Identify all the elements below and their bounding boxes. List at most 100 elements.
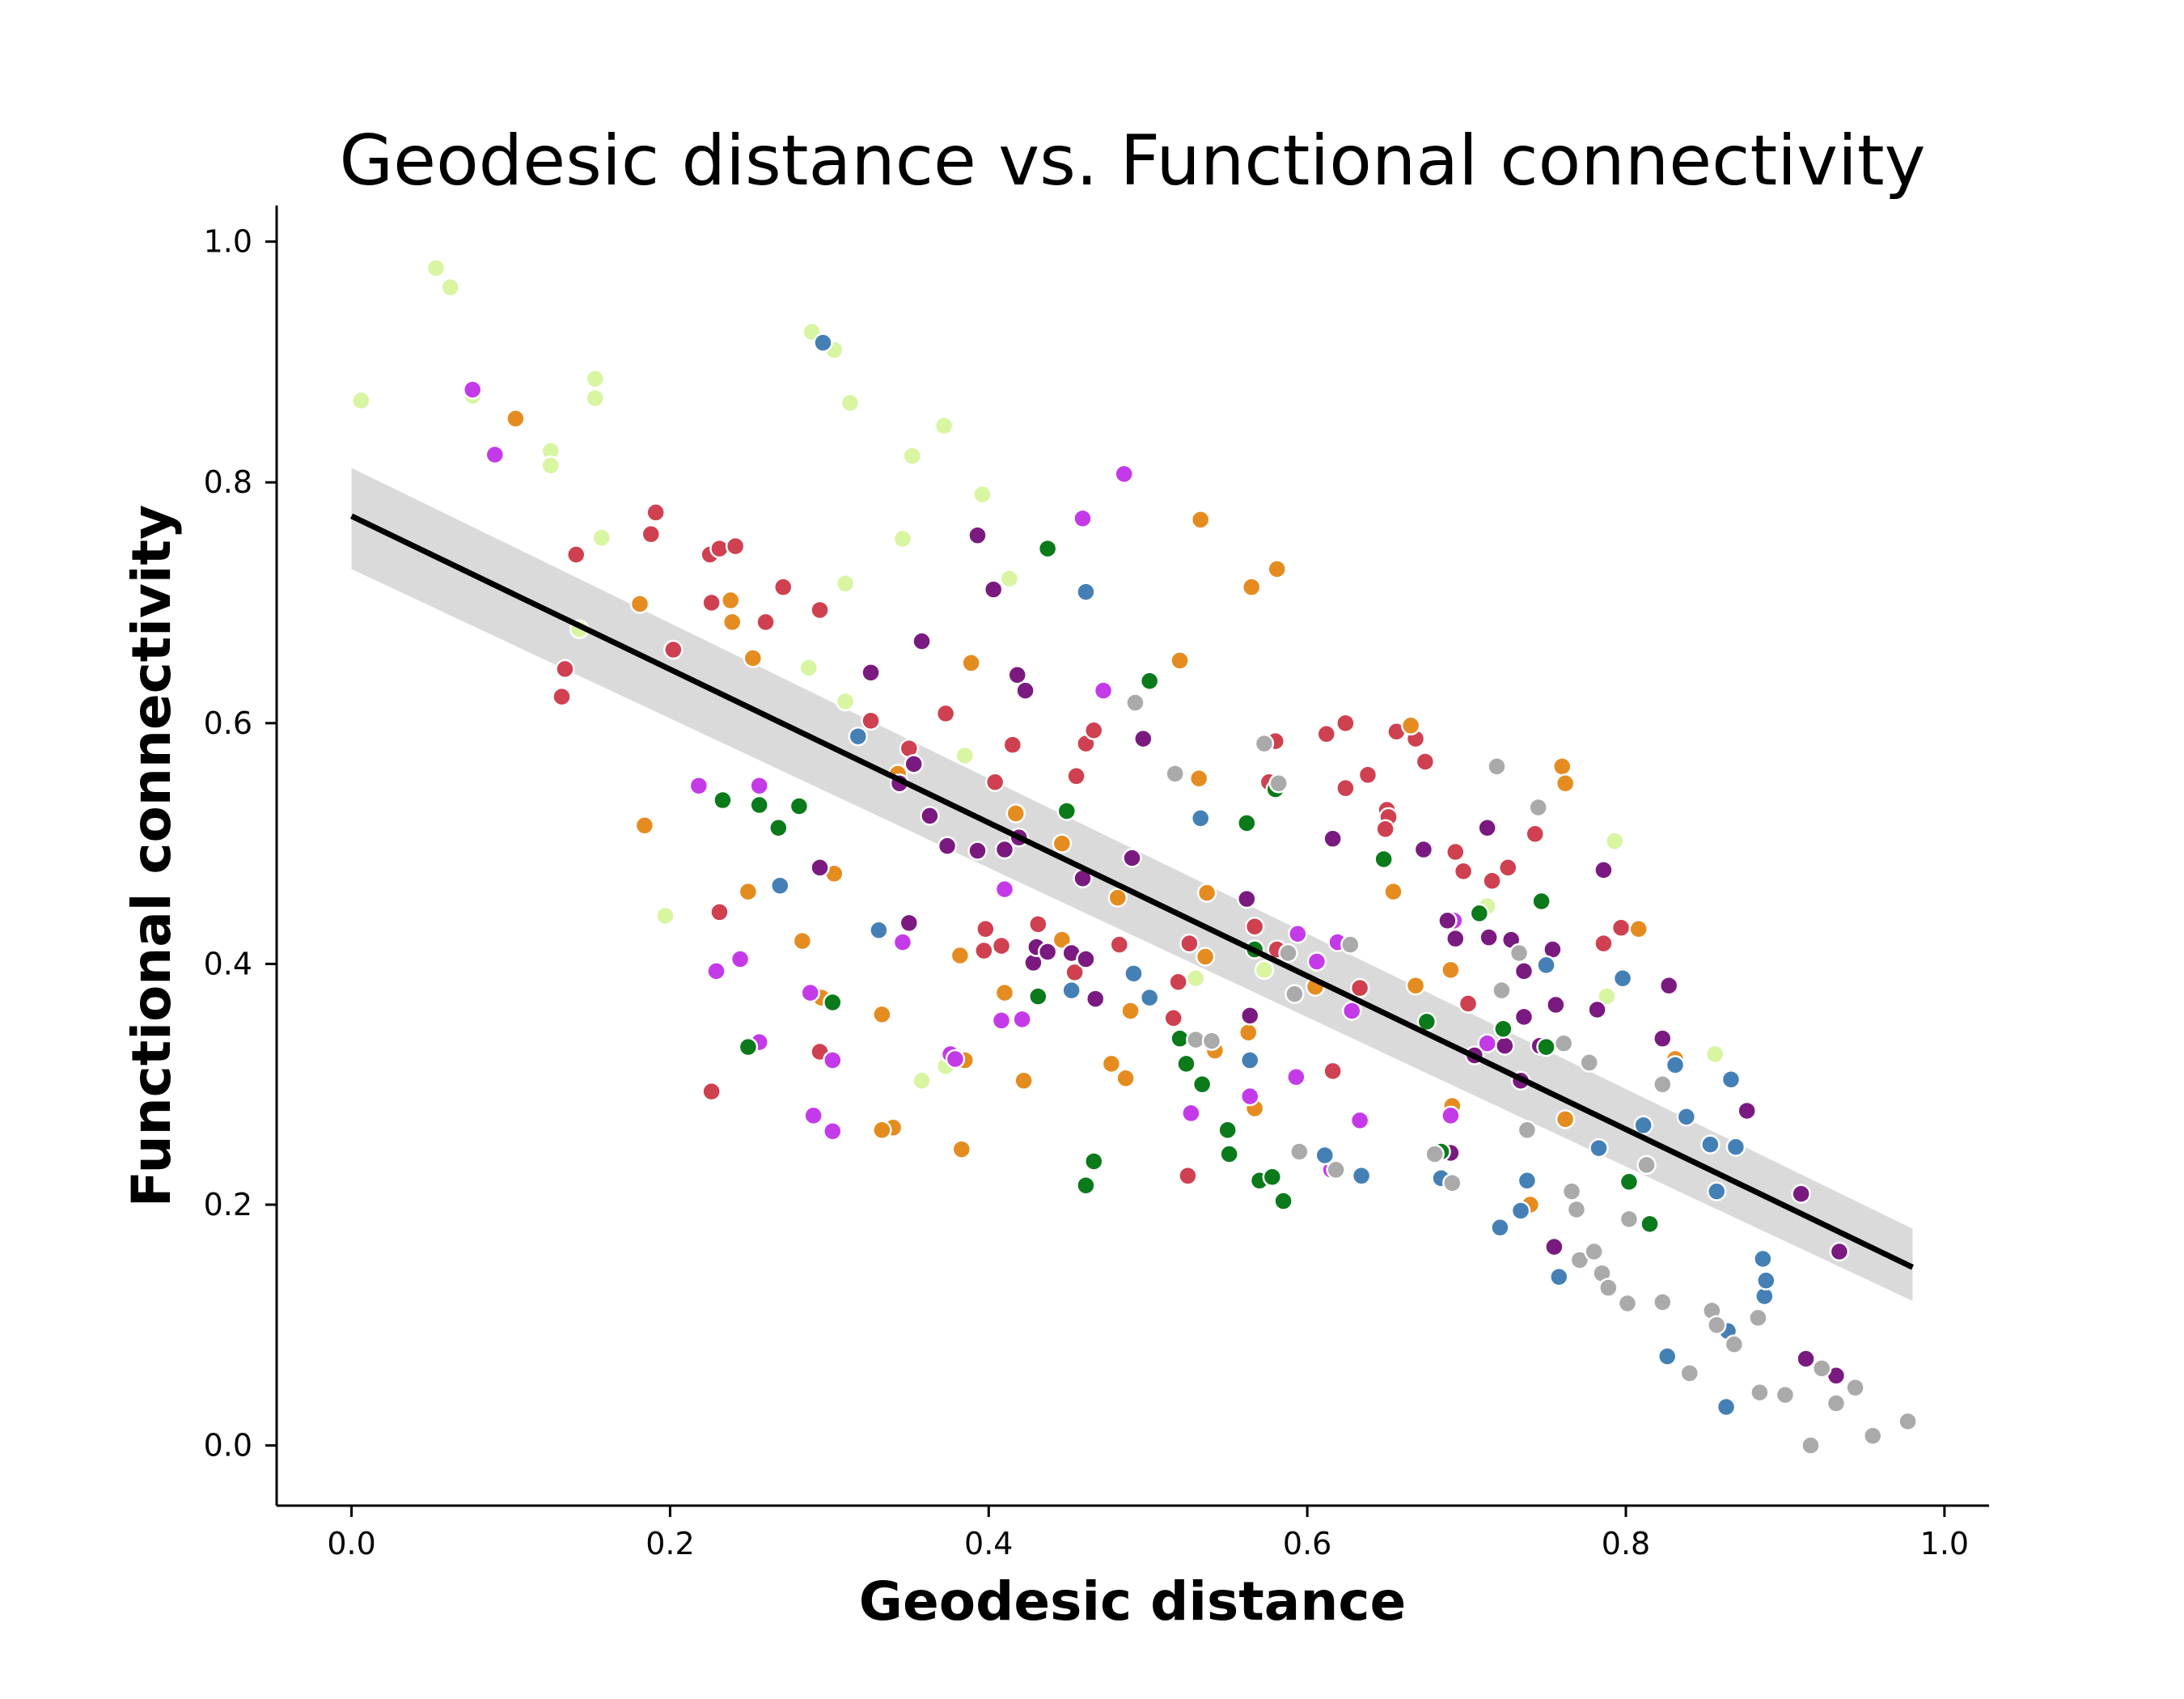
data-point: [1594, 860, 1614, 880]
data-point: [1706, 1315, 1727, 1336]
data-point: [1528, 797, 1548, 818]
data-point: [1133, 728, 1153, 749]
data-point: [1737, 1100, 1757, 1121]
data-point: [899, 913, 920, 934]
data-point: [994, 982, 1015, 1003]
data-point: [1335, 777, 1356, 799]
data-point: [1653, 1292, 1673, 1312]
data-point: [972, 484, 993, 505]
data-point: [803, 1105, 823, 1126]
data-point: [1424, 1144, 1445, 1164]
data-point: [1191, 1074, 1213, 1095]
data-point: [1676, 1107, 1697, 1127]
data-point: [1015, 680, 1035, 701]
data-point: [1061, 980, 1081, 1001]
data-point: [792, 930, 813, 951]
data-point: [1898, 1411, 1918, 1432]
regression-line-path: [350, 513, 1914, 1270]
data-point: [1168, 972, 1188, 992]
data-point: [585, 369, 606, 389]
data-point: [1289, 1142, 1310, 1162]
data-point: [1176, 1053, 1196, 1074]
data-point: [1513, 1006, 1534, 1027]
data-point: [1107, 888, 1128, 908]
data-point: [1826, 1393, 1847, 1413]
data-point: [823, 1050, 843, 1070]
data-point: [1597, 986, 1617, 1006]
data-point: [1201, 1031, 1222, 1051]
data-point: [701, 1081, 722, 1102]
data-point: [1316, 723, 1337, 744]
data-point: [1705, 1044, 1725, 1065]
data-point: [789, 796, 810, 816]
data-point: [1007, 665, 1027, 685]
data-point: [591, 527, 612, 548]
data-point: [1037, 942, 1058, 962]
data-point: [1442, 1172, 1462, 1193]
data-point: [1445, 928, 1466, 949]
data-point: [1085, 989, 1106, 1009]
data-point: [655, 905, 675, 926]
y-tick-label: 0.2: [204, 1187, 252, 1222]
data-point: [1306, 951, 1327, 972]
data-point: [663, 639, 684, 660]
data-point: [1604, 831, 1625, 851]
data-point: [912, 631, 932, 651]
x-tick-label: 0.6: [1283, 1526, 1331, 1561]
data-point: [1498, 858, 1518, 878]
data-point: [555, 659, 575, 680]
data-point: [552, 686, 572, 707]
data-point: [1115, 1068, 1136, 1089]
data-point: [904, 754, 924, 774]
data-point: [1076, 949, 1096, 969]
data-point: [1073, 508, 1093, 529]
data-point: [1492, 980, 1512, 1001]
data-point: [999, 569, 1020, 589]
data-point: [1482, 871, 1502, 891]
data-point: [351, 390, 371, 411]
data-point: [1052, 833, 1073, 854]
data-point: [709, 538, 730, 559]
data-point: [1724, 1334, 1745, 1354]
chart-title: Geodesic distance vs. Functional connect…: [340, 121, 1926, 201]
data-point: [1273, 1191, 1293, 1211]
scatter-points: [351, 258, 1918, 1455]
data-point: [1217, 1120, 1238, 1141]
data-point: [1219, 1144, 1239, 1164]
data-point: [872, 1120, 892, 1141]
data-point: [641, 523, 662, 544]
data-point: [1579, 1053, 1599, 1073]
data-point: [1700, 1134, 1721, 1155]
data-point: [1750, 1382, 1770, 1403]
data-point: [1084, 720, 1104, 741]
x-tick-label: 0.0: [327, 1526, 375, 1561]
data-point: [1262, 1167, 1283, 1188]
data-point: [984, 772, 1005, 792]
data-point: [1561, 1181, 1582, 1201]
data-point: [1186, 968, 1206, 989]
data-point: [1589, 1138, 1609, 1159]
data-point: [1775, 1384, 1796, 1405]
data-point: [1278, 943, 1298, 964]
data-point: [1706, 1181, 1727, 1201]
data-point: [1413, 839, 1434, 860]
data-point: [823, 1121, 843, 1142]
data-point: [1178, 1166, 1198, 1186]
data-point: [1335, 713, 1356, 734]
data-point: [1546, 994, 1566, 1015]
data-point: [1796, 1349, 1816, 1369]
data-point: [954, 745, 975, 766]
data-point: [1619, 1209, 1640, 1230]
data-point: [1351, 1166, 1372, 1186]
data-point: [1012, 1009, 1032, 1030]
data-point: [440, 277, 460, 298]
data-point: [1862, 1426, 1883, 1446]
y-tick-label: 0.6: [204, 705, 252, 741]
data-point: [1238, 1022, 1259, 1043]
data-point: [1811, 1358, 1832, 1379]
data-point: [1165, 764, 1185, 784]
data-point: [1188, 769, 1209, 789]
data-point: [1288, 923, 1308, 944]
data-point: [1002, 735, 1023, 755]
data-point: [1653, 1074, 1673, 1095]
